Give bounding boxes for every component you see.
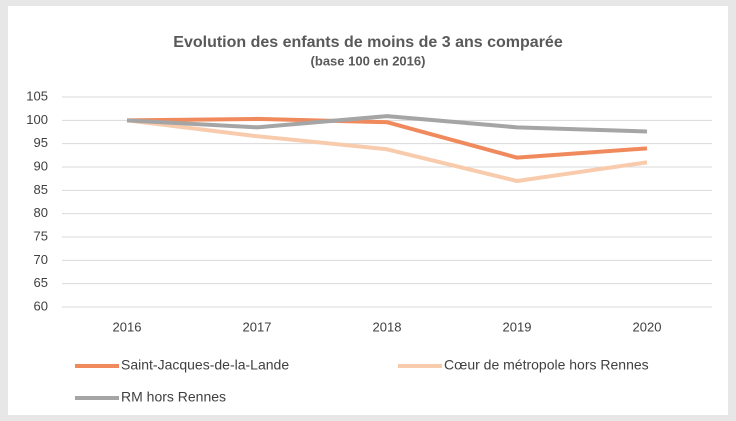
series-line [126,118,648,183]
y-tick-label: 105 [26,88,48,103]
legend-label: Saint-Jacques-de-la-Lande [121,357,289,373]
y-tick-label: 60 [34,298,48,313]
x-tick-label: 2018 [373,319,402,334]
chart-title: Evolution des enfants de moins de 3 ans … [173,34,563,51]
series-line [126,116,648,160]
y-tick-label: 75 [34,228,48,243]
series-line [126,114,648,134]
y-tick-label: 80 [34,205,48,220]
x-tick-label: 2019 [503,319,532,334]
legend-label: RM hors Rennes [121,389,226,405]
y-tick-label: 65 [34,275,48,290]
x-tick-label: 2016 [113,319,142,334]
legend-label: Cœur de métropole hors Rennes [444,357,649,373]
x-tick-label: 2017 [243,319,272,334]
chart-area [8,6,728,415]
y-tick-label: 90 [34,158,48,173]
y-tick-label: 70 [34,252,48,267]
y-tick-label: 85 [34,182,48,197]
chart-subtitle: (base 100 en 2016) [311,53,426,68]
y-tick-label: 100 [26,112,48,127]
y-tick-label: 95 [34,135,48,150]
x-tick-label: 2020 [633,319,662,334]
